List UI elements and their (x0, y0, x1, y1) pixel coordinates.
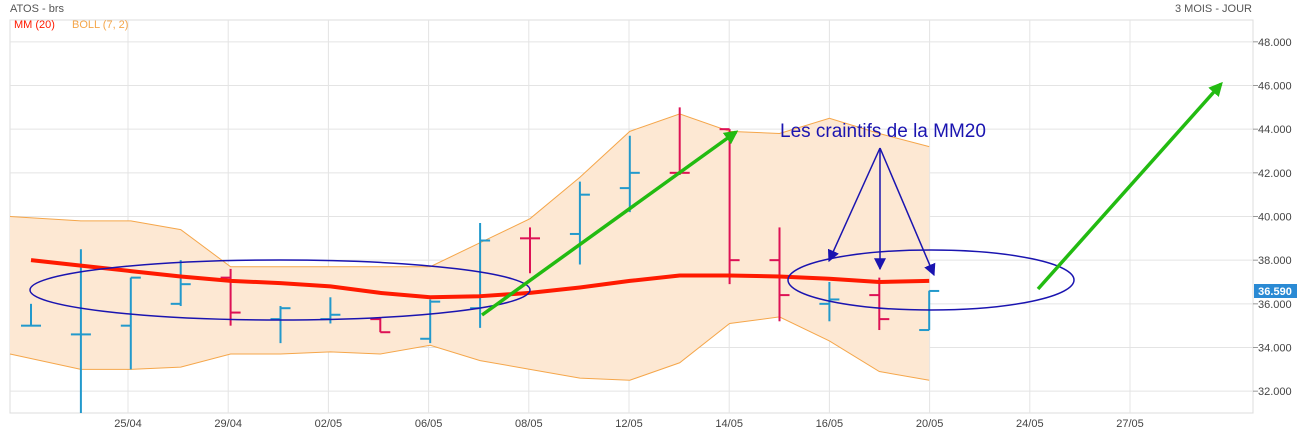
x-tick-label: 29/04 (214, 418, 242, 430)
ohlc-bar (569, 181, 590, 265)
x-tick-label: 12/05 (615, 418, 643, 430)
y-tick-label: 36.000 (1258, 299, 1292, 311)
ellipse-ma20-test (787, 249, 1075, 311)
annotation-text: Les craintifs de la MM20 (780, 121, 986, 142)
y-tick-label: 34.000 (1258, 343, 1292, 355)
ohlc-bar (21, 303, 41, 327)
x-tick-label: 14/05 (715, 418, 743, 430)
last-price-label: 36.590 (1258, 286, 1292, 298)
y-tick-label: 46.000 (1258, 81, 1292, 93)
legend: MM (20) BOLL (7, 2) (14, 19, 142, 31)
ohlc-bar (270, 306, 291, 344)
x-tick-label: 25/04 (114, 418, 142, 430)
ohlc-bar (520, 227, 540, 274)
y-tick-label: 42.000 (1258, 168, 1292, 180)
x-tick-label: 24/05 (1016, 418, 1044, 430)
ohlc-bars (21, 107, 940, 413)
legend-boll: BOLL (7, 2) (72, 19, 129, 31)
y-tick-label: 44.000 (1258, 124, 1292, 136)
ohlc-bar (370, 316, 391, 334)
ohlc-bar (769, 227, 790, 322)
x-tick-label: 20/05 (916, 418, 944, 430)
boll-fill (10, 113, 930, 381)
pointer-arrow-right (879, 147, 936, 277)
y-axis: 32.000 34.000 36.000 38.000 40.000 42.000 44.0… (1253, 37, 1292, 398)
trend-arrow-2 (1036, 81, 1223, 291)
chart-title: ATOS - brs (10, 3, 64, 15)
pointer-arrow-left (827, 147, 881, 263)
ohlc-bar (220, 268, 241, 326)
ma20-line (30, 258, 930, 300)
moving-average (30, 258, 930, 300)
legend-ma: MM (20) (14, 19, 55, 31)
y-tick-label: 38.000 (1258, 255, 1292, 267)
y-tick-label: 32.000 (1258, 386, 1292, 398)
x-tick-label: 08/05 (515, 418, 543, 430)
period-label: 3 MOIS - JOUR (1174, 3, 1252, 15)
y-tick-label: 48.000 (1258, 37, 1292, 49)
ohlc-bar (719, 128, 740, 285)
x-tick-label: 02/05 (315, 418, 343, 430)
annotations: Les craintifs de la MM20 (29, 81, 1223, 321)
x-axis: 25/04 29/04 02/05 06/05 08/05 12/05 14/05 16/05… (114, 418, 1144, 430)
ohlc-bar (170, 260, 191, 307)
x-tick-label: 16/05 (816, 418, 844, 430)
y-tick-label: 40.000 (1258, 212, 1292, 224)
ellipse-consolidation (29, 259, 531, 321)
ohlc-bar (869, 277, 890, 331)
ohlc-bar (619, 135, 640, 213)
ohlc-bar (120, 276, 141, 370)
x-tick-label: 27/05 (1116, 418, 1144, 430)
last-price-marker: 36.590 (1254, 284, 1297, 298)
ohlc-bar (420, 299, 441, 344)
x-tick-label: 06/05 (415, 418, 443, 430)
last-price-box (1254, 284, 1297, 298)
ohlc-bar (70, 249, 91, 413)
trend-arrow-1 (480, 130, 739, 317)
